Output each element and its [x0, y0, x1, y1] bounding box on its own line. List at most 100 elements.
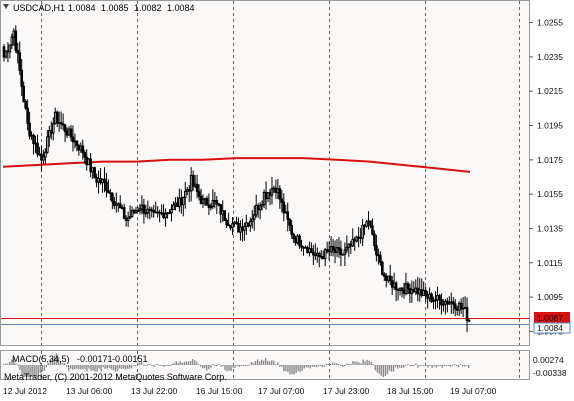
- candle-body: [440, 298, 443, 306]
- candle-body: [20, 69, 24, 87]
- candle-body: [185, 189, 189, 192]
- moving-average-line[interactable]: [2, 157, 471, 173]
- candle-body: [329, 246, 333, 253]
- candle-body: [158, 211, 161, 214]
- macd-bar: [86, 365, 88, 372]
- indicator-value1: -0.00171: [77, 354, 113, 364]
- ohlc-low: 1.0082: [134, 3, 162, 13]
- macd-bar: [427, 365, 429, 368]
- macd-bar: [390, 365, 393, 372]
- macd-bar: [344, 365, 346, 366]
- macd-bar: [293, 365, 295, 375]
- candle-body: [337, 247, 341, 250]
- candle-body: [44, 151, 47, 158]
- candle-body: [105, 181, 108, 192]
- price-axis[interactable]: 1.0255 1.0235 1.0215 1.0195 1.0175 1.0155 1.01…: [529, 18, 563, 337]
- candle-body: [436, 294, 439, 301]
- candle-body: [187, 189, 191, 192]
- candle-body: [195, 183, 199, 192]
- macd-bar: [388, 365, 391, 371]
- candle-body: [333, 249, 337, 253]
- macd-bar: [431, 365, 433, 369]
- candle-body: [235, 221, 238, 225]
- candle-body: [335, 247, 339, 253]
- macd-bar: [116, 365, 119, 371]
- macd-bar: [183, 361, 186, 365]
- candle-body: [270, 188, 274, 196]
- candle-body: [451, 301, 455, 305]
- macd-bar: [396, 365, 399, 369]
- candle-body: [406, 283, 410, 289]
- candle-body: [420, 289, 424, 296]
- candle-body: [446, 300, 449, 305]
- candle-body: [154, 211, 158, 214]
- bid-badge-label: 1.0084: [537, 323, 563, 333]
- macd-bar: [210, 365, 212, 368]
- candle-body: [381, 261, 384, 275]
- candle-body: [426, 294, 429, 299]
- candle-body: [382, 273, 386, 277]
- macd-bar: [98, 365, 100, 369]
- candle-body: [260, 203, 264, 207]
- candle-body: [97, 177, 100, 183]
- macd-bar: [256, 359, 259, 365]
- candle-body: [434, 299, 437, 302]
- candle-body: [89, 158, 92, 173]
- candle-body: [118, 203, 122, 209]
- candle-body: [49, 129, 53, 134]
- macd-bar: [358, 362, 360, 365]
- candle-body: [209, 205, 213, 209]
- candle-body: [233, 221, 236, 225]
- macd-bar: [9, 361, 11, 365]
- macd-histogram: [3, 353, 470, 377]
- macd-bar: [61, 363, 64, 365]
- macd-bar: [177, 363, 180, 365]
- macd-bar: [145, 365, 147, 366]
- candle-body: [122, 207, 126, 219]
- macd-bar: [433, 365, 435, 367]
- macd-bar: [94, 365, 96, 372]
- price-tick-label: 1.0155: [537, 189, 563, 199]
- macd-bar: [39, 365, 41, 374]
- macd-bar: [17, 365, 19, 366]
- candle-body: [71, 136, 75, 143]
- macd-bar: [421, 365, 423, 366]
- macd-bar: [342, 365, 344, 368]
- price-tick-label: 1.0215: [537, 86, 563, 96]
- macd-bar: [193, 360, 196, 365]
- macd-bar: [360, 363, 362, 365]
- candle-body: [12, 30, 16, 38]
- macd-bar: [141, 361, 143, 365]
- candlestick-series[interactable]: [2, 25, 471, 333]
- macd-bar: [307, 365, 309, 368]
- candle-body: [53, 111, 57, 125]
- macd-bar: [262, 360, 265, 365]
- macd-bar: [338, 364, 340, 365]
- macd-bar: [147, 364, 149, 365]
- candle-body: [120, 207, 124, 210]
- candle-body: [453, 303, 457, 310]
- macd-bar: [139, 362, 141, 365]
- macd-bar: [212, 364, 214, 365]
- macd-bar: [455, 365, 458, 367]
- macd-bar: [189, 360, 192, 365]
- ohlc-close: 1.0084: [167, 3, 195, 13]
- candle-body: [69, 128, 73, 138]
- macd-bar: [413, 365, 415, 366]
- candle-body: [298, 235, 301, 247]
- macd-bar: [266, 360, 269, 365]
- candle-body: [77, 145, 81, 151]
- candle-body: [386, 275, 390, 281]
- candle-body: [152, 209, 156, 213]
- candle-body: [103, 178, 106, 183]
- time-axis[interactable]: 12 Jul 2012 13 Jul 06:00 13 Jul 22:00 16 Ju…: [3, 386, 497, 396]
- macd-bar: [451, 365, 454, 366]
- macd-bar: [384, 365, 387, 377]
- macd-bar: [47, 363, 50, 365]
- candle-body: [75, 140, 79, 147]
- macd-bar: [297, 365, 299, 372]
- time-tick-label: 17 Jul 07:00: [258, 386, 305, 396]
- price-tick-label: 1.0195: [537, 121, 563, 131]
- price-panel[interactable]: [0, 0, 530, 346]
